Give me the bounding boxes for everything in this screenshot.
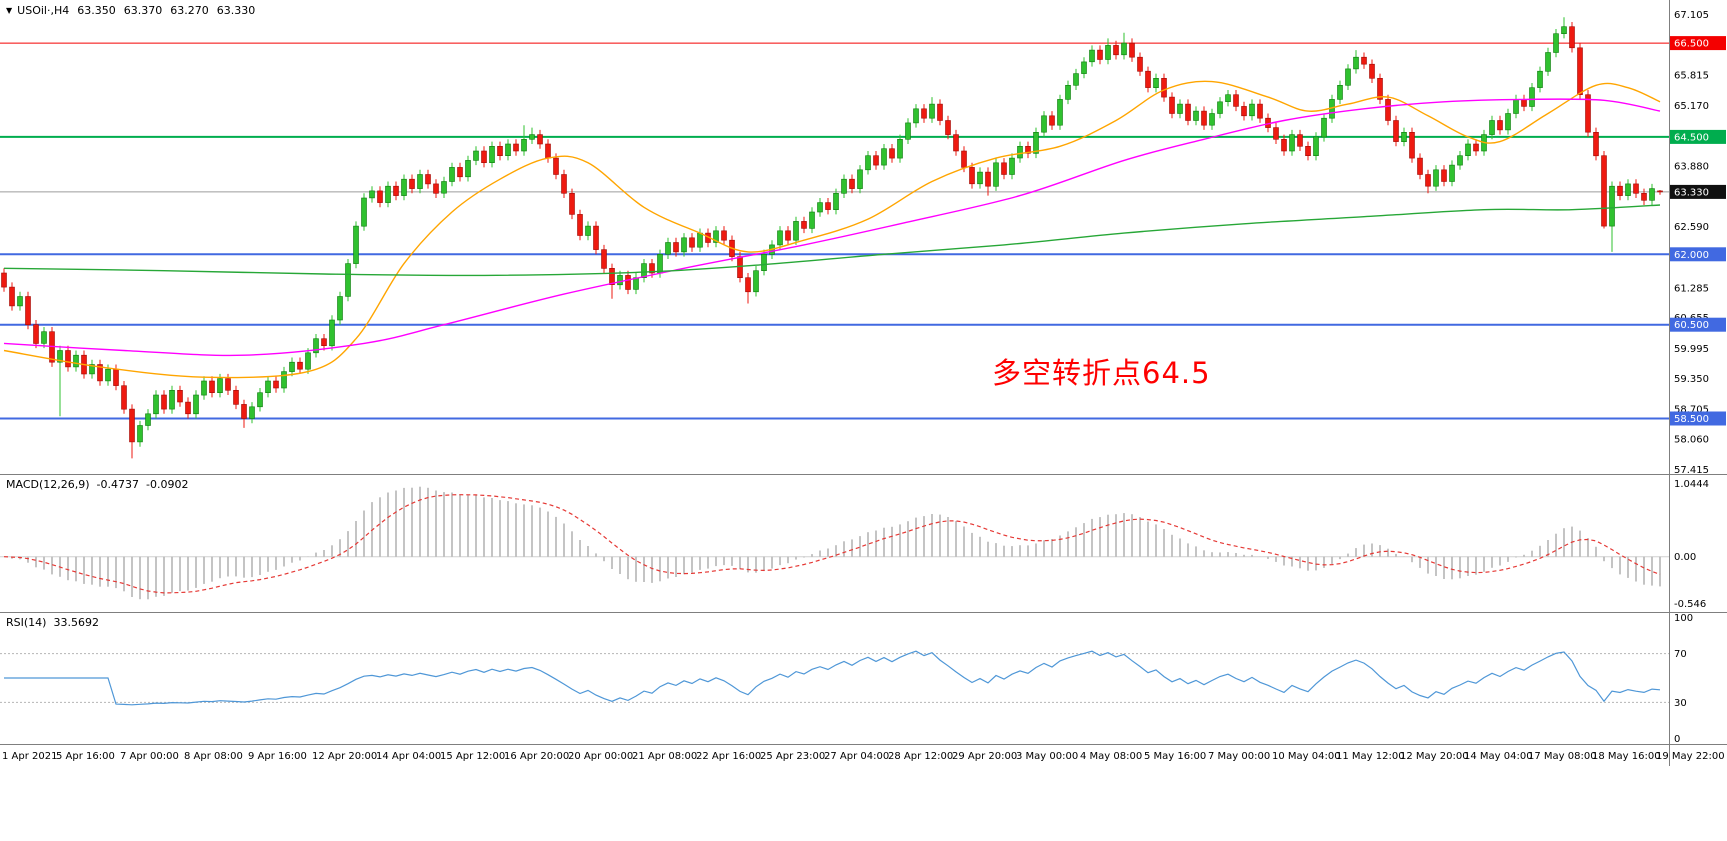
symbol-dropdown-icon[interactable]: ▼ [6, 6, 13, 15]
time-label: 5 May 16:00 [1144, 751, 1207, 762]
rsi-value: 33.5692 [53, 616, 99, 629]
price-axis-tick: 67.105 [1674, 10, 1709, 21]
macd-signal-line [3, 494, 1661, 594]
time-label: 19 May 22:00 [1656, 751, 1725, 762]
time-label: 12 Apr 20:00 [312, 751, 378, 762]
panel-divider [0, 744, 1727, 745]
time-label: 20 Apr 00:00 [568, 751, 634, 762]
rsi-axis-tick: 30 [1674, 698, 1687, 709]
time-label: 8 Apr 08:00 [184, 751, 243, 762]
svg-text:62.000: 62.000 [1674, 250, 1709, 261]
price-axis-tick: 62.590 [1674, 222, 1709, 233]
time-label: 27 Apr 04:00 [824, 751, 890, 762]
price-axis-tick: 57.415 [1674, 465, 1709, 474]
rsi-title: RSI(14) [6, 616, 47, 629]
price-level-label: 66.500 [1670, 36, 1726, 51]
bar-open-value: 63.350 [77, 4, 116, 17]
price-axis-tick: 65.815 [1674, 71, 1709, 82]
macd-axis-max: 1.0444 [1674, 479, 1709, 490]
svg-text:64.500: 64.500 [1674, 132, 1709, 143]
price-level-label: 60.500 [1670, 317, 1726, 332]
time-label: 11 May 12:00 [1336, 751, 1405, 762]
time-label: 29 Apr 20:00 [952, 751, 1018, 762]
time-label: 14 Apr 04:00 [376, 751, 442, 762]
price-axis-separator [1669, 0, 1670, 766]
time-label: 25 Apr 23:00 [760, 751, 826, 762]
time-label: 21 Apr 08:00 [632, 751, 698, 762]
ma-slow-line [3, 204, 1661, 277]
time-label: 16 Apr 20:00 [504, 751, 570, 762]
svg-text:58.500: 58.500 [1674, 414, 1709, 425]
candles-layer [1, 17, 1663, 459]
macd-signal-value: -0.0902 [146, 478, 189, 491]
price-axis-tick: 58.705 [1674, 404, 1709, 415]
price-axis-tick: 59.350 [1674, 374, 1709, 385]
ma-fast-line [3, 80, 1661, 379]
rsi-indicator-label: RSI(14) 33.5692 [6, 616, 99, 629]
price-axis-tick: 63.880 [1674, 162, 1709, 173]
time-label: 1 Apr 2021 [2, 751, 58, 762]
bar-close-value: 63.330 [216, 4, 256, 17]
chart-annotation-text[interactable]: 多空转折点64.5 [992, 356, 1211, 390]
svg-text:60.500: 60.500 [1674, 320, 1709, 331]
rsi-line [4, 650, 1661, 706]
symbol-timeframe-label: USOil·,H4 [17, 4, 70, 17]
rsi-axis-tick: 0 [1674, 734, 1680, 744]
rsi-axis-tick: 70 [1674, 649, 1687, 660]
macd-title: MACD(12,26,9) [6, 478, 90, 491]
time-label: 3 May 00:00 [1016, 751, 1079, 762]
macd-axis-min: -0.546 [1674, 599, 1706, 610]
time-axis[interactable]: 1 Apr 2021 5 Apr 16:00 7 Apr 00:00 8 Apr 08… [0, 745, 1727, 769]
macd-histogram [11, 486, 1661, 600]
price-chart-canvas[interactable]: 67.10565.81565.17063.88062.59061.28560.6… [0, 0, 1727, 474]
time-label: 22 Apr 16:00 [696, 751, 762, 762]
price-level-label: 62.000 [1670, 247, 1726, 262]
time-label: 4 May 08:00 [1080, 751, 1143, 762]
price-axis-tick: 65.170 [1674, 101, 1709, 112]
panel-divider[interactable] [0, 474, 1727, 475]
time-label: 10 May 04:00 [1272, 751, 1341, 762]
svg-text:63.330: 63.330 [1674, 187, 1709, 198]
ma-mid-line [3, 98, 1661, 357]
time-label: 14 May 04:00 [1464, 751, 1533, 762]
rsi-chart-canvas[interactable]: 100 70 30 0 [0, 612, 1727, 744]
bar-low-value: 63.270 [170, 4, 209, 17]
price-level-label: 58.500 [1670, 411, 1726, 426]
price-level-label: 63.330 [1670, 184, 1726, 199]
time-label: 5 Apr 16:00 [56, 751, 115, 762]
price-axis-tick: 61.285 [1674, 283, 1709, 294]
symbol-info: ▼ USOil·,H4 63.350 63.370 63.270 63.330 [6, 4, 255, 17]
time-label: 7 Apr 00:00 [120, 751, 179, 762]
time-label: 15 Apr 12:00 [440, 751, 506, 762]
panel-divider[interactable] [0, 612, 1727, 613]
time-label: 18 May 16:00 [1592, 751, 1661, 762]
price-axis-tick: 59.995 [1674, 344, 1709, 355]
time-label: 9 Apr 16:00 [248, 751, 307, 762]
macd-axis-zero: 0.00 [1674, 552, 1696, 563]
svg-text:66.500: 66.500 [1674, 39, 1709, 50]
bar-high-value: 63.370 [123, 4, 163, 17]
rsi-axis-tick: 100 [1674, 613, 1693, 624]
macd-indicator-label: MACD(12,26,9) -0.4737 -0.0902 [6, 478, 188, 491]
macd-chart-canvas[interactable]: 1.0444 0.00 -0.546 [0, 474, 1727, 612]
time-label: 28 Apr 12:00 [888, 751, 954, 762]
price-level-label: 64.500 [1670, 129, 1726, 144]
macd-main-value: -0.4737 [96, 478, 140, 491]
time-label: 7 May 00:00 [1208, 751, 1271, 762]
price-axis-tick: 58.060 [1674, 435, 1709, 446]
time-label: 17 May 08:00 [1528, 751, 1597, 762]
time-label: 12 May 20:00 [1400, 751, 1469, 762]
